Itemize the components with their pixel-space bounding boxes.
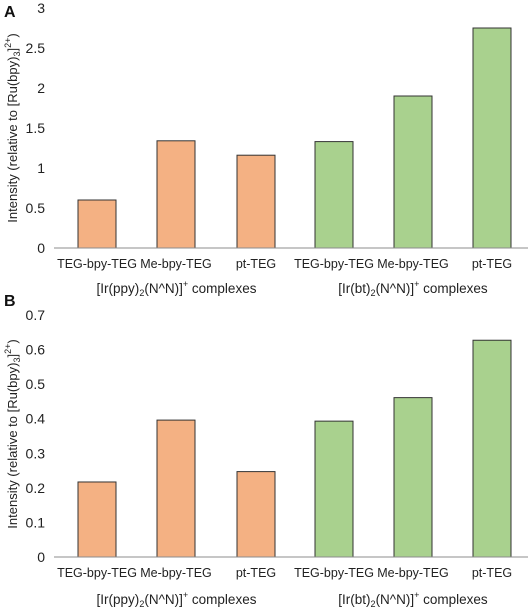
category-label: Me-bpy-TEG xyxy=(377,566,449,580)
category-label: Me-bpy-TEG xyxy=(140,566,212,580)
category-label: pt-TEG xyxy=(236,257,276,271)
y-ticks-a: 0 0.5 1 1.5 2 2.5 3 xyxy=(26,0,46,256)
y-axis-label-end: ) xyxy=(5,33,20,37)
y-tick-label: 0.2 xyxy=(26,480,46,496)
group-label: [Ir(bt)2(N^N)]+ complexes xyxy=(338,279,488,298)
y-axis-label-sub: 3 xyxy=(12,52,22,57)
bar xyxy=(472,27,512,249)
y-tick-label: 0.5 xyxy=(26,376,46,392)
category-labels-b: TEG-bpy-TEG Me-bpy-TEG pt-TEG TEG-bpy-TEG Me… xyxy=(57,566,512,580)
bar xyxy=(393,95,433,249)
bar xyxy=(77,199,117,249)
bar xyxy=(236,154,276,249)
category-label: TEG-bpy-TEG xyxy=(294,566,374,580)
bar xyxy=(236,471,276,558)
y-axis-label-a: Intensity (relative to [Ru(bpy)3]2+) xyxy=(3,33,22,222)
group-labels-a: [Ir(ppy)2(N^N)]+ complexes [Ir(bt)2(N^N)]… xyxy=(97,279,488,298)
y-axis-label-sup: 2+ xyxy=(3,344,13,354)
y-axis-label-close: ] xyxy=(5,354,20,358)
y-tick-label: 1 xyxy=(37,160,45,176)
bars-b xyxy=(77,339,512,558)
y-axis-label-main: Intensity (relative to [Ru(bpy) xyxy=(5,363,20,529)
category-label: TEG-bpy-TEG xyxy=(57,566,137,580)
panel-label-a: A xyxy=(4,4,16,21)
category-label: pt-TEG xyxy=(472,566,512,580)
category-label: pt-TEG xyxy=(472,257,512,271)
group-label: [Ir(bt)2(N^N)]+ complexes xyxy=(338,590,488,609)
chart-panel-b: B Intensity (relative to [Ru(bpy)3]2+) 0… xyxy=(3,293,528,609)
y-tick-label: 0.5 xyxy=(26,200,46,216)
y-ticks-b: 0 0.1 0.2 0.3 0.4 0.5 0.6 0.7 xyxy=(26,307,46,565)
y-tick-label: 2.5 xyxy=(26,40,46,56)
bar xyxy=(393,397,433,558)
group-labels-b: [Ir(ppy)2(N^N)]+ complexes [Ir(bt)2(N^N)]… xyxy=(97,590,488,609)
y-tick-label: 0.6 xyxy=(26,342,46,358)
y-tick-label: 0.1 xyxy=(26,514,46,530)
y-axis-label-sup: 2+ xyxy=(3,38,13,48)
category-label: Me-bpy-TEG xyxy=(140,257,212,271)
category-label: pt-TEG xyxy=(236,566,276,580)
y-tick-label: 0 xyxy=(37,549,45,565)
category-label: Me-bpy-TEG xyxy=(377,257,449,271)
y-axis-label-close: ] xyxy=(5,48,20,52)
chart-panel-a: A Intensity (relative to [Ru(bpy)3]2+) 0… xyxy=(3,0,528,298)
bar xyxy=(156,140,196,249)
y-tick-label: 3 xyxy=(37,0,45,16)
bar xyxy=(156,419,196,558)
bar xyxy=(77,481,117,558)
panel-label-b: B xyxy=(4,293,16,310)
y-axis-label-end: ) xyxy=(5,339,20,343)
y-axis-label-sub: 3 xyxy=(12,358,22,363)
group-label: [Ir(ppy)2(N^N)]+ complexes xyxy=(97,279,257,298)
bars-a xyxy=(77,27,512,249)
bar xyxy=(314,141,354,249)
category-label: TEG-bpy-TEG xyxy=(294,257,374,271)
bar xyxy=(314,420,354,558)
y-axis-label-main: Intensity (relative to [Ru(bpy) xyxy=(5,57,20,223)
y-tick-label: 0.4 xyxy=(26,411,46,427)
y-tick-label: 0.7 xyxy=(26,307,46,323)
y-axis-label-b: Intensity (relative to [Ru(bpy)3]2+) xyxy=(3,339,22,528)
bar xyxy=(472,339,512,558)
y-tick-label: 2 xyxy=(37,80,45,96)
group-label: [Ir(ppy)2(N^N)]+ complexes xyxy=(97,590,257,609)
y-tick-label: 0.3 xyxy=(26,445,46,461)
category-labels-a: TEG-bpy-TEG Me-bpy-TEG pt-TEG TEG-bpy-TEG Me… xyxy=(57,257,512,271)
category-label: TEG-bpy-TEG xyxy=(57,257,137,271)
y-tick-label: 1.5 xyxy=(26,120,46,136)
y-tick-label: 0 xyxy=(37,240,45,256)
